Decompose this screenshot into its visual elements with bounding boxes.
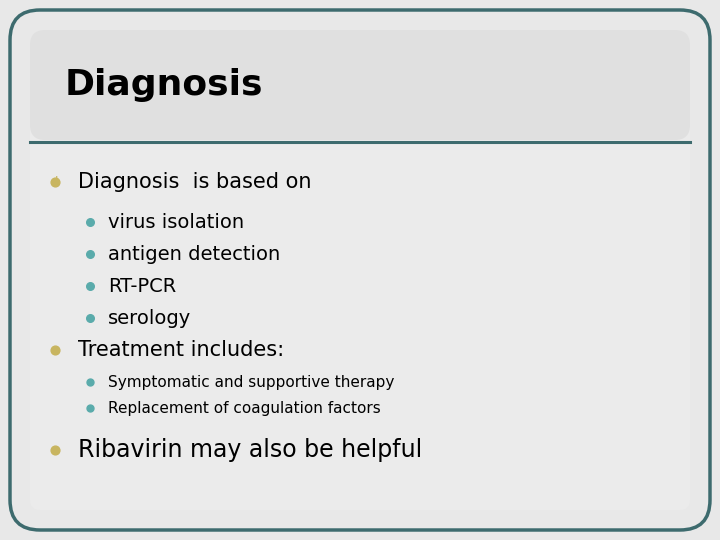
Text: RT-PCR: RT-PCR bbox=[108, 276, 176, 295]
Text: Diagnosis  is based on: Diagnosis is based on bbox=[78, 172, 312, 192]
Point bbox=[49, 346, 60, 354]
Point bbox=[49, 446, 60, 454]
Text: Treatment includes:: Treatment includes: bbox=[78, 340, 284, 360]
Text: Diagnosis: Diagnosis bbox=[65, 68, 264, 102]
FancyBboxPatch shape bbox=[30, 30, 690, 510]
Text: Symptomatic and supportive therapy: Symptomatic and supportive therapy bbox=[108, 375, 395, 389]
FancyBboxPatch shape bbox=[30, 30, 690, 140]
Text: Replacement of coagulation factors: Replacement of coagulation factors bbox=[108, 401, 381, 415]
Point bbox=[84, 282, 96, 291]
Point bbox=[49, 178, 60, 186]
Text: Ribavirin may also be helpful: Ribavirin may also be helpful bbox=[78, 438, 422, 462]
Text: antigen detection: antigen detection bbox=[108, 245, 280, 264]
FancyBboxPatch shape bbox=[30, 145, 690, 510]
Point bbox=[84, 314, 96, 322]
Point bbox=[84, 218, 96, 226]
Text: l: l bbox=[55, 176, 58, 188]
Text: virus isolation: virus isolation bbox=[108, 213, 244, 232]
FancyBboxPatch shape bbox=[10, 10, 710, 530]
Point bbox=[84, 404, 96, 413]
Point bbox=[84, 249, 96, 258]
Text: serology: serology bbox=[108, 308, 192, 327]
Point bbox=[84, 377, 96, 386]
